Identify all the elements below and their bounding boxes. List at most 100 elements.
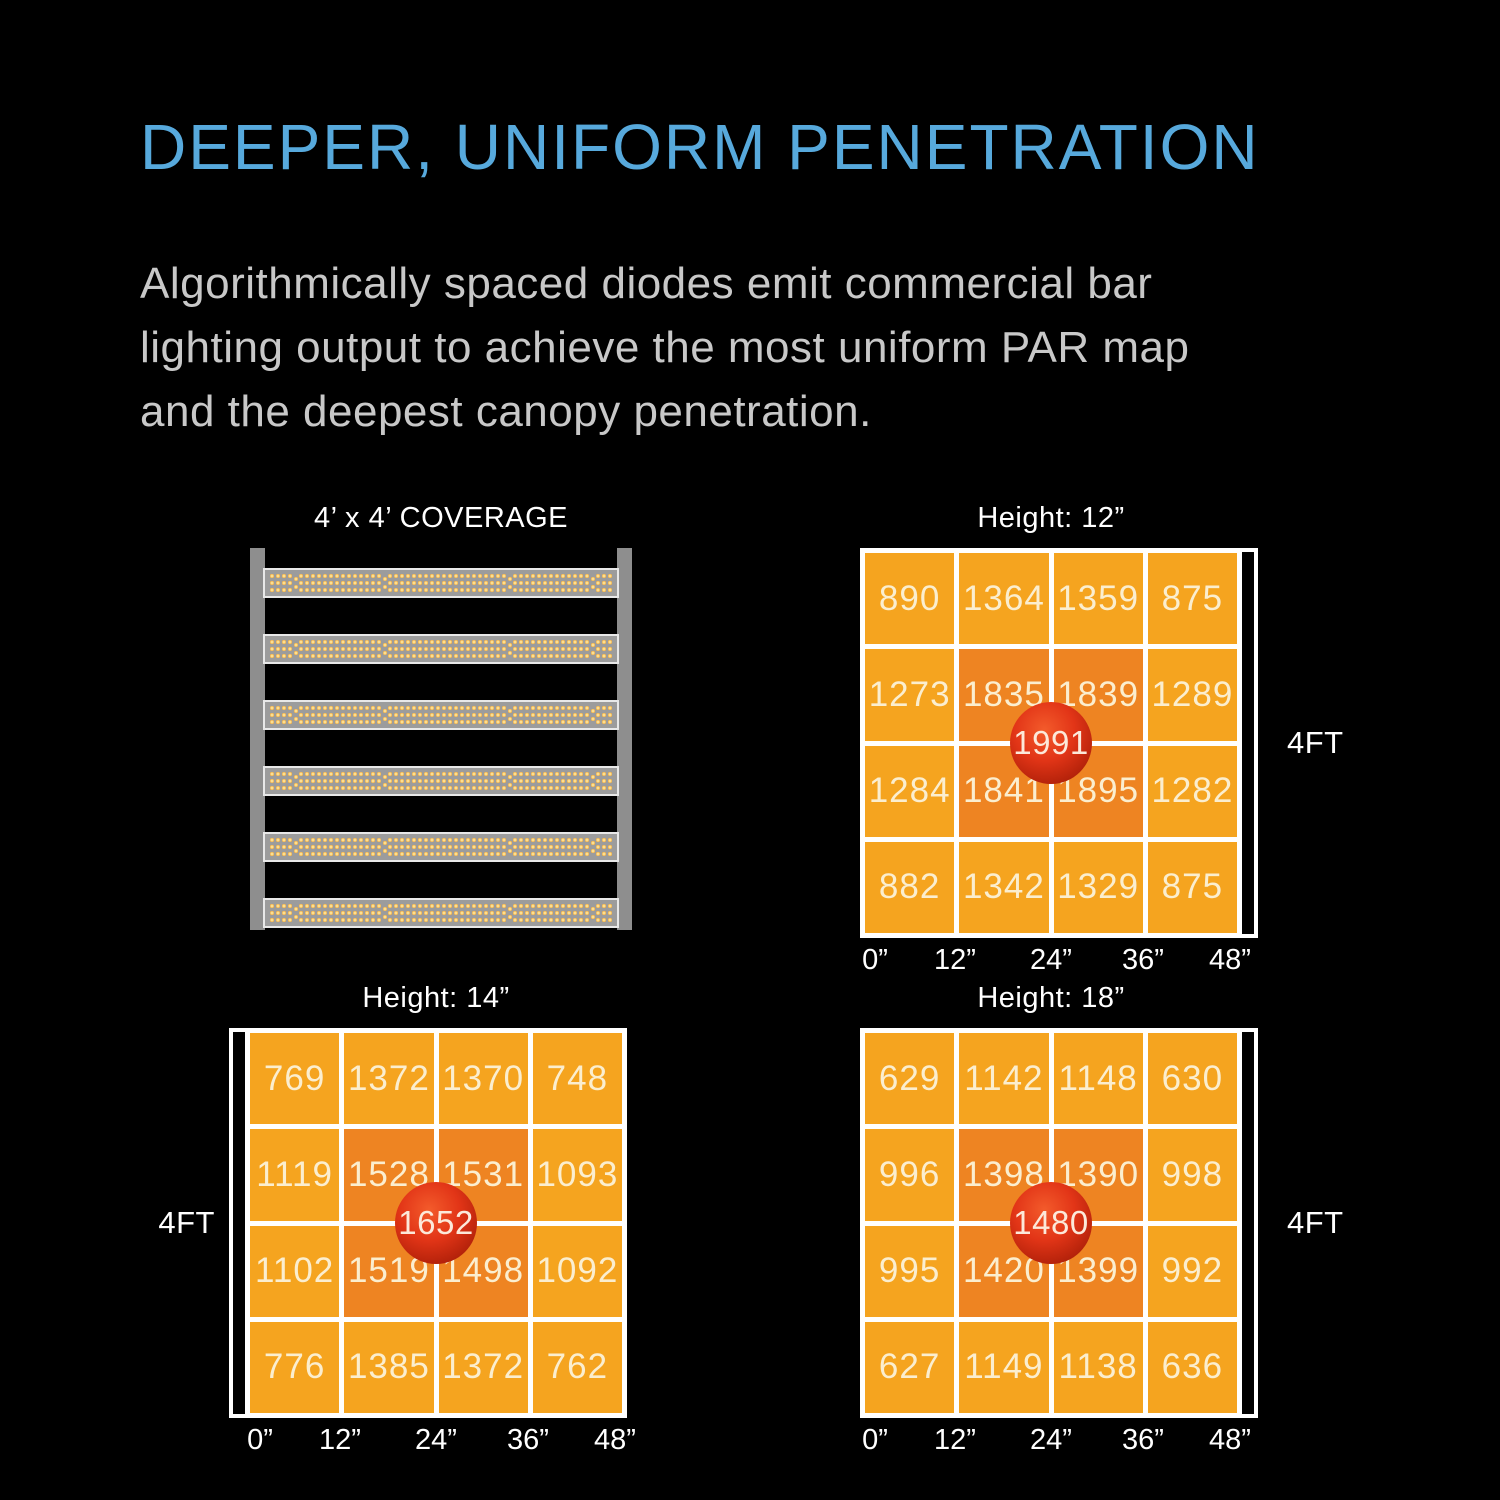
led-dot [490,918,494,922]
par-map-height-18: Height: 18” 629 1142 1148 630 996 1398 1390 998… [860,980,1343,1470]
par-cell: 769 [250,1033,340,1125]
led-dot [543,713,547,717]
led-dot [484,786,488,790]
led-dot [561,911,565,915]
led-dot [561,581,565,585]
led-dot [454,647,458,651]
led-dot [590,643,595,647]
led-dot [442,720,446,724]
led-dot [573,588,577,592]
led-dot [602,581,606,585]
par-cell: 890 [865,553,955,645]
led-dot [323,772,327,776]
led-dot [394,581,398,585]
led-dot [317,581,321,585]
led-dot [590,783,595,787]
led-dot [329,786,333,790]
led-dot [394,918,398,922]
led-dot [579,838,583,842]
led-dot [353,904,357,908]
led-dot [525,911,529,915]
led-dot [537,911,541,915]
led-dot [507,915,512,919]
axis-tick: 24” [415,1424,457,1456]
led-dot [549,640,553,644]
led-dot [525,640,529,644]
led-dot [579,588,583,592]
led-cluster [270,772,292,790]
par-cell: 629 [865,1033,955,1125]
led-dot [329,640,333,644]
led-dot [329,647,333,651]
led-dot [353,654,357,658]
led-dot [466,904,470,908]
led-dot [490,647,494,651]
led-dot [377,779,381,783]
led-dot [371,654,375,658]
led-dot [436,786,440,790]
led-separator [507,577,512,589]
led-dot [484,720,488,724]
led-dot [341,904,345,908]
light-fixture-diagram [250,548,632,930]
led-dot [276,904,280,908]
led-dot [353,838,357,842]
led-dot [317,654,321,658]
led-dot [329,838,333,842]
led-dot [347,713,351,717]
par-cell: 1399 [1053,1225,1143,1317]
led-dot [442,574,446,578]
led-dot [430,588,434,592]
led-dot [371,720,375,724]
led-dot [596,640,600,644]
led-dot [513,772,517,776]
led-dot [602,713,606,717]
par-cell: 1370 [438,1033,528,1125]
led-dot [484,852,488,856]
led-dot [329,581,333,585]
led-dot [460,640,464,644]
led-dot [424,772,428,776]
led-dot [353,720,357,724]
led-dot [561,713,565,717]
led-dot [466,779,470,783]
led-dot [567,640,571,644]
led-dot [502,706,506,710]
led-dot [472,720,476,724]
led-dot [490,640,494,644]
led-dot [466,574,470,578]
led-dot [507,577,512,581]
led-dot [608,588,612,592]
led-dot [400,918,404,922]
led-dot [282,706,286,710]
led-dot [496,904,500,908]
led-dot [537,845,541,849]
led-dot [596,904,600,908]
led-dot [549,845,553,849]
led-dot [430,845,434,849]
led-dot [442,911,446,915]
led-dot [567,911,571,915]
led-dot [608,772,612,776]
led-dot [513,574,517,578]
axis-tick: 48” [1209,944,1251,976]
led-dot [359,779,363,783]
led-dot [418,640,422,644]
par-cell: 1528 [344,1129,434,1221]
led-dot [590,775,595,779]
led-dot [525,918,529,922]
led-dot [353,640,357,644]
led-dot [335,845,339,849]
led-dot [502,911,506,915]
led-dot [418,713,422,717]
led-dot [513,918,517,922]
led-dot [478,720,482,724]
led-dot [531,654,535,658]
led-dot [341,588,345,592]
led-dot [323,779,327,783]
led-dot [567,647,571,651]
led-dot [555,654,559,658]
led-dot [555,772,559,776]
par-cell: 627 [865,1321,955,1413]
led-dot [347,654,351,658]
